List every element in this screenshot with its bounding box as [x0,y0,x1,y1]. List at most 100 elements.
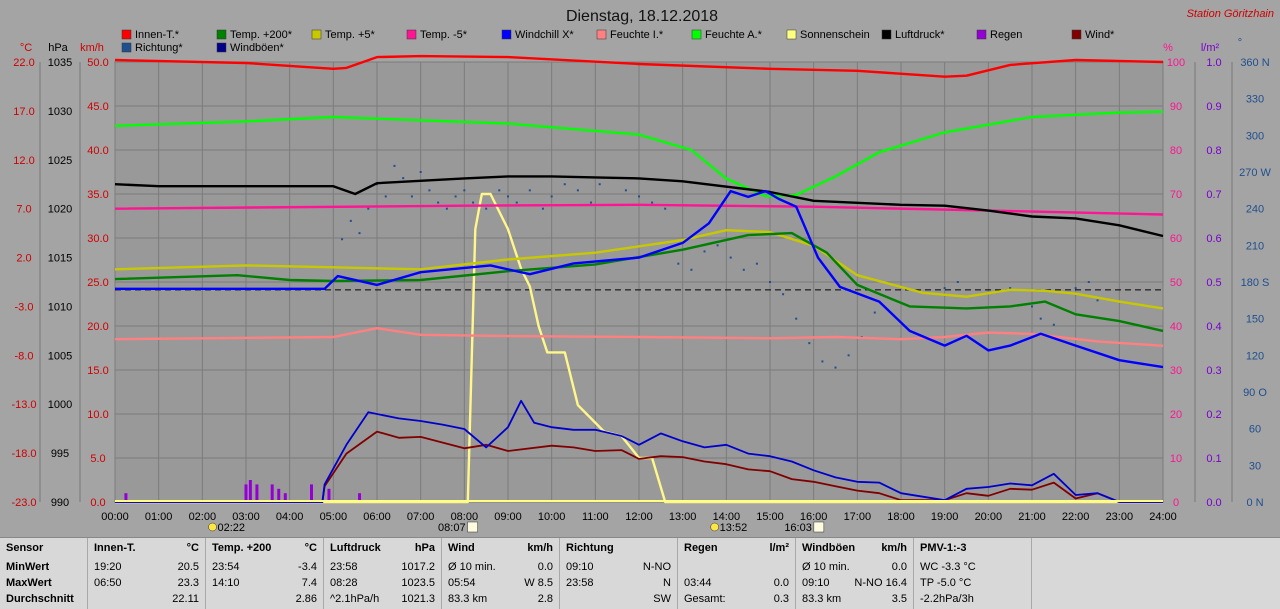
stats-value: W 8.5 [524,577,553,589]
series-layer [114,54,1164,504]
stats-time: ^2.1hPa/h [330,593,380,605]
tick-celsius: -3.0 [15,301,34,313]
rain-bar [248,480,252,502]
direction-point [664,207,667,210]
series-line [114,54,1164,78]
stats-section-title: Regen [684,542,718,554]
legend-label: Regen [990,29,1022,41]
tick-hpa: 1035 [48,57,72,69]
direction-point [1074,287,1077,290]
rain-bar [310,484,313,502]
stats-section-unit: °C [304,542,317,554]
stats-time: 14:10 [212,577,240,589]
stats-row: WC -3.3 °C [920,559,1025,575]
tick-hour: 16:00 [800,511,828,523]
tick-hpa: 1000 [48,399,72,411]
rain-bar [255,484,259,502]
direction-point [589,201,592,204]
stats-section-title: Temp. +200 [212,542,272,554]
stats-row: 83.3 km 3.5 [802,591,907,607]
legend-label: Temp. +200* [230,29,293,41]
tick-hour: 18:00 [887,511,915,523]
sun-event-time: 16:03 [784,522,812,534]
direction-point [428,189,431,192]
direction-point [1031,305,1033,308]
stats-time: 23:58 [330,561,358,573]
axis-unit-kmh: km/h [80,42,104,54]
series-regen [124,480,362,502]
direction-point [507,195,509,198]
stats-row: TP -5.0 °C [920,575,1025,591]
stats-section-title: Wind [448,542,475,554]
sun-icon [813,521,825,533]
direction-point [528,189,531,192]
series-windb-en [115,399,1163,503]
tick-lm2: 0.3 [1206,365,1221,377]
direction-point [402,177,405,180]
legend-label: Windböen* [230,42,285,54]
tick-degree: 270 W [1239,167,1271,179]
series-innen-t [114,54,1164,78]
series-richtung [341,164,1099,369]
tick-hour: 07:00 [407,511,435,523]
series-wind [115,430,1163,503]
tick-degree: 120 [1246,350,1264,362]
tick-hpa: 1010 [48,301,72,313]
direction-point [384,195,387,198]
tick-kmh: 30.0 [87,233,108,245]
stats-row: 83.3 km 2.8 [448,591,553,607]
series-line [115,189,1164,369]
tick-lm2: 0.8 [1206,145,1221,157]
sun-event-time: 13:52 [720,522,748,534]
direction-point [541,207,544,210]
tick-percent: 90 [1170,101,1182,113]
tick-hour: 03:00 [232,511,260,523]
stats-label-sensor: Sensor [6,542,44,554]
direction-point [576,189,579,192]
direction-point [1039,317,1042,320]
stats-row: 14:10 7.4 [212,575,317,591]
series-feuchte-a [114,110,1164,198]
stats-row: 23:58 N [566,575,671,591]
stats-row: 05:54 W 8.5 [448,575,553,591]
tick-hour: 00:00 [101,511,129,523]
legend-swatch [976,29,987,40]
direction-point [677,262,680,265]
tick-hpa: 990 [51,497,69,509]
legend-swatch [311,29,322,40]
direction-point [367,207,370,210]
tick-lm2: 0.5 [1206,277,1221,289]
tick-celsius: -8.0 [15,350,34,362]
direction-point [419,171,422,173]
tick-celsius: -23.0 [11,497,36,509]
legend-swatch [691,29,702,40]
direction-point [515,201,518,204]
tick-degree: 150 [1246,314,1264,326]
tick-hour: 02:00 [189,511,217,523]
tick-kmh: 50.0 [87,57,108,69]
legend-item-temp-5: Temp. +5* [311,29,376,41]
stats-value: 0.0 [537,561,553,573]
stats-section-title: Richtung [566,542,614,554]
legend-item-windchill-x: Windchill X* [501,29,574,41]
tick-lm2: 0.0 [1206,497,1221,509]
legend: Innen-T.* Temp. +200* Temp. +5* Temp. -5* Wi… [121,29,1115,54]
tick-percent: 20 [1170,409,1182,421]
direction-point [550,195,553,198]
stats-time: 23:54 [212,561,240,573]
stats-value: 2.86 [295,593,317,605]
stats-row: 03:44 0.0 [684,575,789,591]
rain-bar [124,493,128,502]
tick-lm2: 0.4 [1206,321,1221,333]
stats-time: 23:58 [566,577,594,589]
tick-kmh: 45.0 [87,101,108,113]
stats-row: 19:20 20.5 [94,559,199,575]
stats-row: 23:54 -3.4 [212,559,317,575]
direction-point [703,250,706,253]
tick-kmh: 15.0 [87,365,108,377]
direction-point [943,287,946,290]
tick-kmh: 5.0 [90,453,105,465]
grid [114,61,1164,503]
legend-item-regen: Regen [976,29,1022,41]
direction-point [563,183,566,186]
